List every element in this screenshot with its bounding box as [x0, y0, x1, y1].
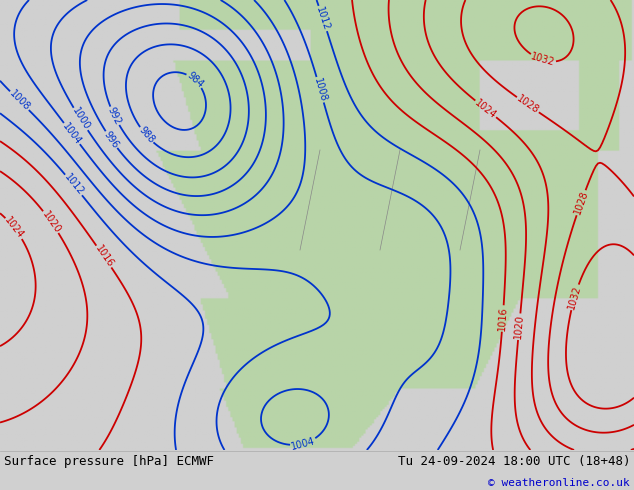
- Text: 1020: 1020: [513, 314, 525, 340]
- Text: 1032: 1032: [529, 51, 556, 68]
- Text: 1024: 1024: [3, 215, 26, 241]
- Text: 1012: 1012: [62, 172, 86, 197]
- Text: 1016: 1016: [497, 306, 508, 331]
- Text: 1008: 1008: [7, 89, 32, 113]
- Text: © weatheronline.co.uk: © weatheronline.co.uk: [488, 478, 630, 488]
- Text: 1032: 1032: [566, 284, 583, 311]
- Text: 1028: 1028: [572, 190, 590, 216]
- Text: 1008: 1008: [312, 76, 328, 103]
- Text: 1004: 1004: [290, 436, 316, 451]
- Text: Tu 24-09-2024 18:00 UTC (18+48): Tu 24-09-2024 18:00 UTC (18+48): [398, 455, 630, 467]
- Text: 1020: 1020: [40, 209, 62, 235]
- Text: Surface pressure [hPa] ECMWF: Surface pressure [hPa] ECMWF: [4, 455, 214, 467]
- Text: 1016: 1016: [93, 244, 115, 270]
- Text: 996: 996: [102, 129, 120, 150]
- Text: 1004: 1004: [60, 121, 83, 147]
- Text: 1000: 1000: [70, 106, 91, 132]
- Text: 984: 984: [184, 70, 205, 90]
- Text: 992: 992: [106, 105, 123, 126]
- Text: 1024: 1024: [473, 98, 498, 121]
- Text: 1028: 1028: [515, 94, 541, 116]
- Text: 988: 988: [136, 125, 156, 146]
- Text: 1012: 1012: [314, 5, 332, 32]
